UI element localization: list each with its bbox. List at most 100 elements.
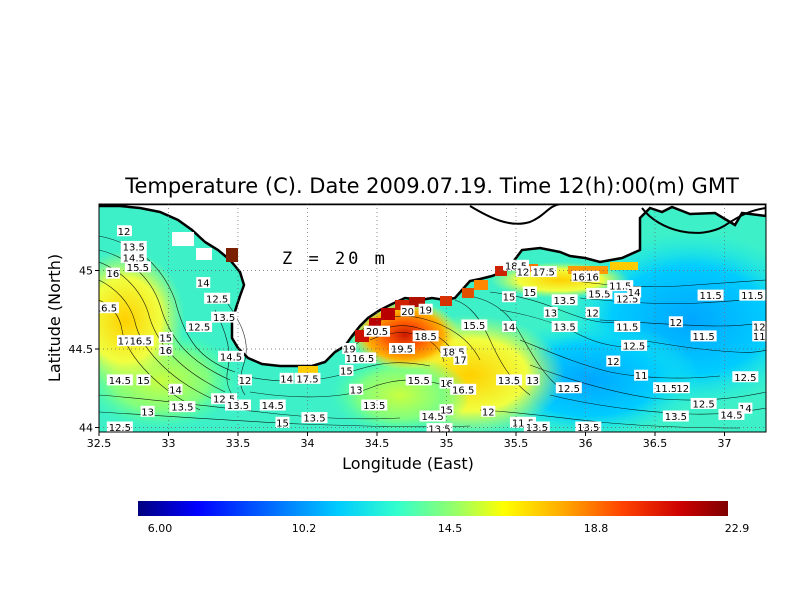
contour-label-text: 13.5 xyxy=(526,423,548,434)
contour-label-text: 13.5 xyxy=(227,401,249,412)
contour-label-box xyxy=(653,382,680,394)
contour-label: 12.5 xyxy=(732,371,759,384)
contour-label-text: 12 xyxy=(586,308,599,319)
contour-label-text: 17.5 xyxy=(533,268,555,279)
contour-label-box xyxy=(361,399,388,411)
contour-label-box xyxy=(690,330,717,342)
contour-label-text: 13.5 xyxy=(498,376,520,387)
y-axis-label: Latitude (North) xyxy=(45,254,64,382)
depth-label: Z = 20 m xyxy=(282,249,388,269)
contour-label-box xyxy=(585,306,600,318)
contour-label-box xyxy=(259,399,286,411)
contour-label-text: 15.5 xyxy=(588,290,610,301)
contour-label: 16 xyxy=(105,267,120,280)
contour-label: 16.5 xyxy=(350,352,377,365)
contour-label-text: 13.5 xyxy=(363,401,385,412)
contour-label-text: 15.5 xyxy=(127,263,149,274)
contour-label: 15.5 xyxy=(461,319,488,332)
hot-core xyxy=(350,300,460,370)
contour-label: 18.5 xyxy=(440,346,467,359)
contour-label: 14.5 xyxy=(120,251,147,264)
colorbar-label-2: 10.2 xyxy=(292,522,317,535)
contour-label: 13.5 xyxy=(301,412,328,425)
contour-label-box xyxy=(502,291,517,303)
colorbar-label-4: 18.8 xyxy=(584,522,609,535)
contour-label: 16 xyxy=(585,270,600,283)
contour-label-text: 12 xyxy=(482,407,495,418)
contour-label-text: 16 xyxy=(572,272,585,283)
contour-label-text: 14 xyxy=(197,279,210,290)
contour-label: 14 xyxy=(627,286,642,299)
contour-label: 19.5 xyxy=(389,343,416,356)
contour-label-text: 17 xyxy=(118,337,131,348)
contour-label-box xyxy=(275,416,290,428)
contour-label: 13.5 xyxy=(496,374,523,387)
contour-label-box xyxy=(196,277,211,289)
contour-label-box xyxy=(614,321,641,333)
contour-label-text: 14 xyxy=(169,385,182,396)
contour-label-text: 14.5 xyxy=(720,410,742,421)
x-tick-label: 36.5 xyxy=(643,437,668,450)
contour-label: 13.5 xyxy=(120,240,147,253)
colorbar-gradient xyxy=(138,501,728,516)
contour-label: 16.5 xyxy=(127,335,154,348)
contour-label-text: 19 xyxy=(419,305,432,316)
colorbar-label-3: 14.5 xyxy=(438,522,463,535)
contour-label-text: 12 xyxy=(607,357,620,368)
contour-label-text: 13.5 xyxy=(213,313,235,324)
contour-label-box xyxy=(439,377,454,389)
x-axis-ticks: 32.5 33 33.5 34 34.5 35 35.5 36 36.5 37 xyxy=(87,432,732,450)
contour-label-text: 14.5 xyxy=(123,253,145,264)
chart-title: Temperature (C). Date 2009.07.19. Time 1… xyxy=(124,174,739,198)
contour-label-box xyxy=(405,374,432,386)
contour-label-box xyxy=(127,335,154,347)
contour-label-text: 12 xyxy=(239,376,252,387)
contour-label-box xyxy=(124,261,151,273)
contour-label: 12 xyxy=(585,306,600,319)
contour-label-box xyxy=(515,266,530,278)
contour-label-text: 16 xyxy=(159,346,172,357)
contour-label: 15.5 xyxy=(124,261,151,274)
contour-label-box xyxy=(120,240,147,252)
contour-label: 17.5 xyxy=(530,266,557,279)
contour-label: 13 xyxy=(543,306,558,319)
contour-label-text: 11.5 xyxy=(741,291,763,302)
contour-label-text: 11.5 xyxy=(655,384,677,395)
x-tick-label: 36 xyxy=(579,437,593,450)
contour-label-box xyxy=(158,332,173,344)
contour-label-text: 15 xyxy=(159,334,172,345)
contour-label-text: 19.5 xyxy=(391,345,413,356)
contour-label-box xyxy=(752,330,766,342)
contour-label: 15 xyxy=(522,286,537,299)
y-axis-ticks: 44 44.5 45 xyxy=(69,265,99,435)
contour-label: 14.5 xyxy=(259,399,286,412)
x-tick-label: 37 xyxy=(718,437,732,450)
contour-label-box xyxy=(342,343,357,354)
y-tick-label: 44 xyxy=(79,422,93,435)
contour-label-box xyxy=(739,289,766,301)
contour-label-text: 15.5 xyxy=(408,376,430,387)
contour-label-box xyxy=(523,421,550,432)
contour-label-text: 19 xyxy=(343,345,356,356)
contour-label-text: 12 xyxy=(118,227,131,238)
contour-label-text: 14.5 xyxy=(109,376,131,387)
contour-label: 12.5 xyxy=(555,382,582,395)
contour-label-text: 13.5 xyxy=(554,296,576,307)
contour-label: 12.5 xyxy=(690,397,717,410)
contour-label-text: 12.5 xyxy=(623,341,645,352)
contour-label-box xyxy=(140,405,155,417)
contour-label-box xyxy=(117,335,132,347)
contour-label-box xyxy=(294,372,321,384)
contour-label-box xyxy=(279,372,294,384)
contour-label-box xyxy=(99,302,119,314)
contour-label: 13.5 xyxy=(551,321,578,334)
contour-label: 13.5 xyxy=(662,410,689,423)
contour-label-box xyxy=(158,344,173,356)
contour-label-box xyxy=(575,421,602,432)
contour-label-box xyxy=(551,321,578,333)
contour-label: 15.5 xyxy=(405,374,432,387)
contour-label-box xyxy=(530,266,557,278)
contour-label-box xyxy=(662,410,689,422)
contour-label-text: 16.5 xyxy=(95,304,117,315)
contour-label-text: 13.5 xyxy=(577,423,599,434)
